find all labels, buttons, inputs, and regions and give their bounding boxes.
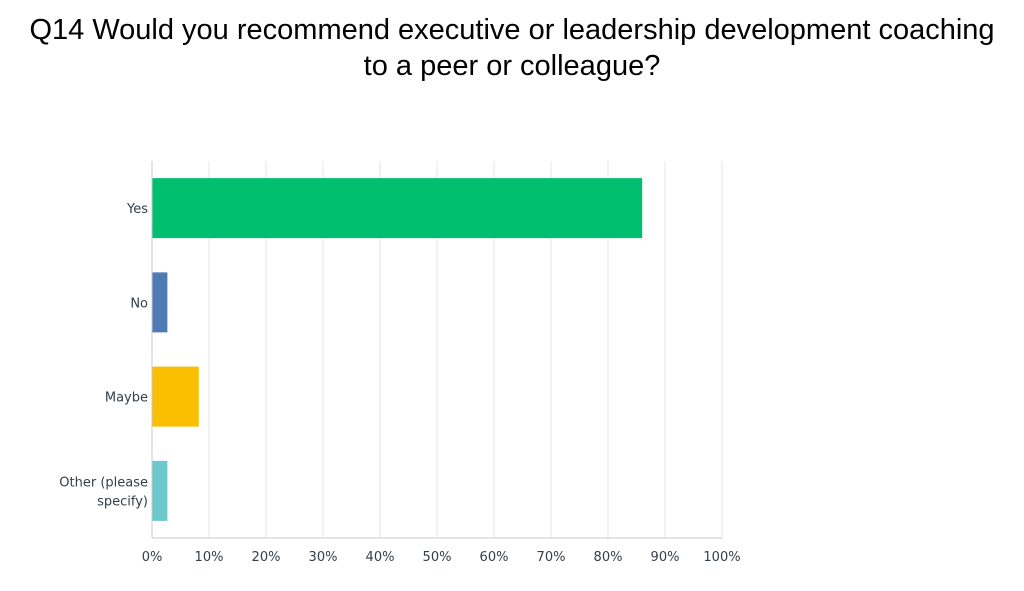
chart-title-line-2: to a peer or colleague? <box>363 50 661 82</box>
bar <box>152 366 199 427</box>
category-labels: Yes No Maybe Other (please specify) <box>59 202 148 509</box>
x-tick-label: 40% <box>366 550 395 565</box>
x-tick-label: 100% <box>703 550 740 565</box>
x-tick-label: 10% <box>195 550 224 565</box>
category-label-line: Yes <box>126 202 148 217</box>
category-label-line: specify) <box>97 494 148 509</box>
category-label-line: Other (please <box>59 475 148 490</box>
x-tick-label: 0% <box>142 550 163 565</box>
category-label: Yes <box>126 202 148 217</box>
tick-labels: 0% 10% 20% 30% 40% 50% 60% 70% 80% 90% 100% <box>142 550 741 565</box>
x-tick-label: 30% <box>309 550 338 565</box>
bar <box>152 178 643 239</box>
x-tick-label: 50% <box>423 550 452 565</box>
x-tick-label: 70% <box>537 550 566 565</box>
category-label-line: Maybe <box>105 391 148 406</box>
chart-title: Q14 Would you recommend executive or lea… <box>0 12 1024 84</box>
bar <box>152 272 168 333</box>
bars <box>152 178 643 521</box>
chart-title-line-1: Q14 Would you recommend executive or lea… <box>29 14 995 46</box>
bar <box>152 460 168 521</box>
axes <box>151 161 722 539</box>
category-label-line: No <box>130 296 148 311</box>
x-tick-label: 20% <box>252 550 281 565</box>
x-tick-label: 90% <box>651 550 680 565</box>
category-label: Other (please specify) <box>59 475 148 509</box>
category-label: No <box>130 296 148 311</box>
x-tick-label: 80% <box>594 550 623 565</box>
category-label: Maybe <box>105 391 148 406</box>
x-tick-label: 60% <box>480 550 509 565</box>
